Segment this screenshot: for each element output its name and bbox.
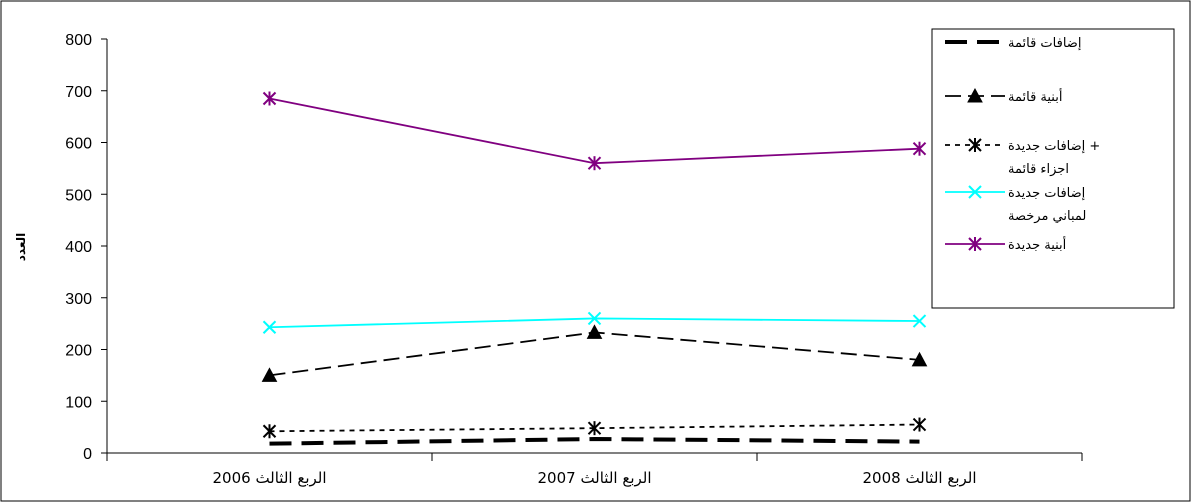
data-point [587,421,602,436]
y-axis-title: العدد [14,233,28,261]
data-point [912,141,927,156]
y-tick-label: 400 [65,239,92,256]
legend-marker [968,185,982,199]
data-point [586,324,603,339]
axes: 0 100 200 300 400 500 600 700 800 الربع الثالث 20… [65,32,1083,487]
legend-label: أبنية قائمة [1008,88,1062,105]
y-tick-label: 200 [65,343,92,360]
legend-label: أبنية جديدة [1008,236,1066,253]
data-point [262,320,277,334]
legend-label: إضافات جديدة + [1008,139,1100,154]
legend: إضافات قائمة أبنية قائمة إضافات جديدة + اجز… [931,28,1175,309]
y-tick-label: 0 [83,446,92,463]
x-tick-label: الربع الثالث 2008 [862,469,976,487]
y-tick-label: 100 [65,394,92,411]
legend-label: إضافات قائمة [1008,36,1081,51]
x-tick-label: الربع الثالث 2007 [537,469,651,487]
series-line-0 [269,437,920,446]
data-point [262,424,277,439]
legend-marker [967,87,983,103]
y-tick-label: 800 [65,32,92,49]
data-point [587,156,602,171]
data-point [912,417,927,432]
y-tick-label: 500 [65,187,92,204]
legend-label: لمباني مرخصة [1008,209,1086,224]
data-point [912,314,927,328]
x-tick-label: الربع الثالث 2006 [212,469,326,487]
legend-marker [968,237,982,251]
series-line-2 [269,423,920,433]
y-tick-label: 600 [65,136,92,153]
legend-label: إضافات جديدة [1008,186,1085,201]
legend-label: اجزاء قائمة [1008,162,1069,177]
data-point [587,311,602,326]
legend-box [931,28,1175,309]
y-tick-label: 700 [65,84,92,101]
data-point [911,351,928,367]
y-tick-label: 300 [65,291,92,308]
legend-marker [968,138,982,152]
data-point [261,367,278,382]
data-point [262,91,277,106]
series-layer [261,91,928,446]
